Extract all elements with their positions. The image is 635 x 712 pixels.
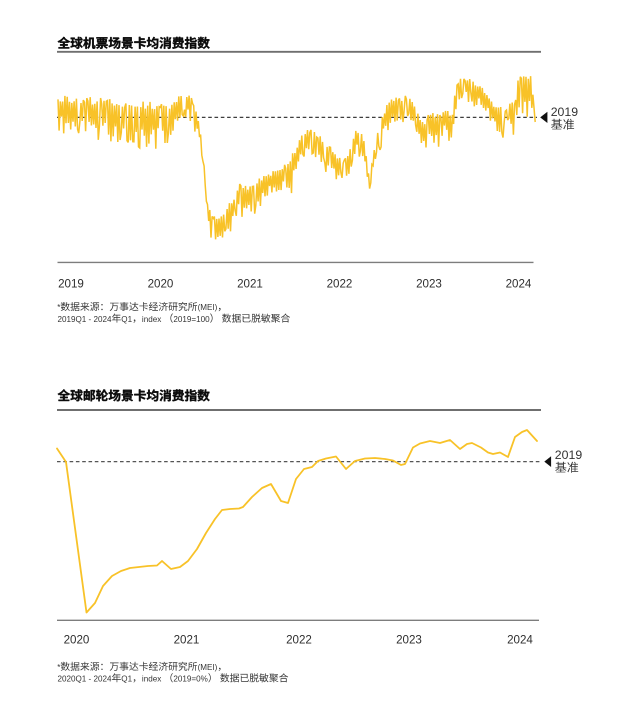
svg-text:*: *: [57, 663, 61, 672]
svg-text:2019: 2019: [551, 105, 579, 119]
svg-text:index: index: [142, 675, 164, 684]
svg-text:2020: 2020: [64, 633, 90, 646]
svg-text:2019=0%: 2019=0%: [173, 675, 207, 684]
svg-text:Q1: Q1: [121, 315, 132, 324]
svg-text:2020: 2020: [148, 278, 174, 291]
svg-text:2019=100: 2019=100: [173, 315, 210, 324]
svg-text:2020Q1 - 2024: 2020Q1 - 2024: [58, 675, 112, 684]
svg-text:2019: 2019: [555, 448, 583, 462]
svg-text:*: *: [57, 303, 61, 312]
svg-text:2019: 2019: [58, 278, 84, 291]
svg-text:2023: 2023: [396, 633, 422, 646]
svg-text:Q1: Q1: [121, 675, 132, 684]
svg-text:(MEI): (MEI): [198, 663, 218, 672]
svg-text:2024: 2024: [506, 278, 532, 291]
svg-text:index: index: [142, 315, 164, 324]
svg-text:2024: 2024: [507, 633, 533, 646]
svg-text:2019Q1 - 2024: 2019Q1 - 2024: [58, 315, 112, 324]
svg-text:2021: 2021: [237, 278, 263, 291]
svg-text:2021: 2021: [174, 633, 200, 646]
svg-text:2023: 2023: [416, 278, 442, 291]
svg-text:(MEI): (MEI): [198, 303, 218, 312]
svg-text:2022: 2022: [327, 278, 353, 291]
svg-text:2022: 2022: [286, 633, 312, 646]
